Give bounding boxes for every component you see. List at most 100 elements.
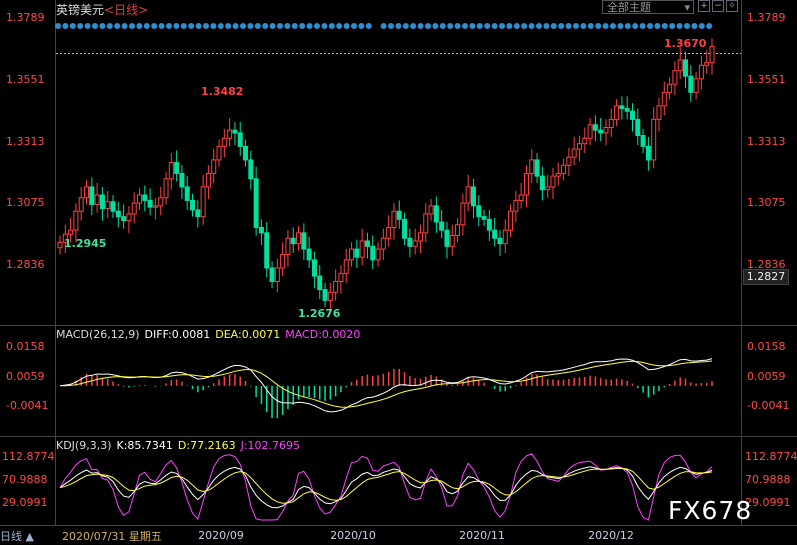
- event-dot: [365, 23, 372, 29]
- candle-body: [280, 253, 286, 269]
- j-line: [59, 453, 713, 521]
- candle-body: [402, 218, 408, 239]
- k-line: [59, 466, 713, 509]
- event-dot: [143, 23, 150, 29]
- event-dot: [92, 23, 98, 29]
- event-dots: [55, 23, 713, 29]
- event-dot: [240, 23, 246, 29]
- kdj-tick-right: 112.8774: [745, 450, 797, 463]
- candle-body: [492, 229, 498, 239]
- watermark-logo: FX678: [668, 496, 753, 525]
- chart-title[interactable]: 英镑美元<日线>: [56, 1, 148, 18]
- candle-body: [423, 213, 429, 234]
- event-dot: [647, 23, 653, 29]
- event-dot: [151, 23, 158, 29]
- timeframe-label[interactable]: <日线>: [104, 3, 149, 17]
- candle-body: [78, 197, 84, 212]
- event-dot: [225, 23, 232, 29]
- kdj-tick-left: 29.0991: [2, 496, 48, 509]
- event-dot: [499, 23, 505, 29]
- candle-body: [672, 70, 678, 85]
- candle-body: [635, 118, 641, 137]
- event-dot: [432, 23, 439, 29]
- event-dot: [580, 23, 587, 29]
- price-tick-left: 1.3551: [6, 73, 45, 86]
- macd-tick-right: 0.0059: [747, 370, 786, 383]
- event-dot: [129, 23, 135, 29]
- event-dot: [698, 23, 705, 29]
- cursor-date: 2020/07/31 星期五: [62, 530, 162, 543]
- event-dot: [706, 23, 713, 29]
- candle-body: [179, 172, 185, 188]
- event-dot: [506, 23, 513, 29]
- settings-icon[interactable]: ✧: [726, 0, 738, 12]
- candle-body: [704, 62, 710, 66]
- event-dot: [550, 23, 557, 29]
- zoom-in-icon[interactable]: +: [698, 0, 710, 12]
- candle-body: [285, 237, 291, 255]
- event-dot: [691, 23, 698, 29]
- event-dot: [469, 23, 476, 29]
- candle-body: [592, 124, 598, 131]
- event-dot: [402, 23, 409, 29]
- candle-body: [470, 186, 476, 207]
- x-axis-label: 2020/11: [459, 529, 505, 542]
- candle-body: [364, 240, 370, 247]
- x-axis-label: 2020/12: [588, 529, 634, 542]
- event-dot: [454, 23, 461, 29]
- event-dot: [684, 23, 690, 29]
- theme-dropdown[interactable]: 全部主题: [602, 0, 694, 15]
- candle-body: [142, 194, 148, 201]
- candle-body: [237, 132, 243, 147]
- event-dot: [661, 23, 668, 29]
- candle-body: [587, 124, 593, 139]
- event-dot: [513, 23, 520, 29]
- event-dot: [114, 23, 121, 29]
- d-line: [59, 467, 713, 504]
- candle-body: [306, 248, 312, 261]
- kdj-tick-left: 70.9888: [2, 473, 48, 486]
- candle-body: [211, 159, 217, 174]
- event-dot: [528, 23, 535, 29]
- kdj-tick-right: 29.0991: [745, 496, 791, 509]
- candle-body: [89, 186, 95, 205]
- candle-body: [561, 164, 567, 174]
- event-dot: [388, 23, 394, 29]
- candle-body: [640, 135, 646, 147]
- macd-tick-right: -0.0041: [747, 399, 789, 412]
- candle-body: [349, 248, 355, 261]
- price-tick-left: 1.2836: [6, 258, 45, 271]
- event-dot: [536, 23, 542, 29]
- period-label[interactable]: 日线 ▲: [0, 530, 34, 543]
- candle-body: [677, 59, 683, 72]
- event-dot: [632, 23, 639, 29]
- candle-body: [619, 105, 625, 110]
- candle-body: [195, 209, 201, 218]
- macd-value: MACD:0.0020: [285, 328, 361, 341]
- event-dot: [602, 23, 609, 29]
- kdj-tick-left: 112.8774: [2, 450, 55, 463]
- zoom-out-icon[interactable]: −: [712, 0, 724, 12]
- event-dot: [254, 23, 261, 29]
- event-dot: [158, 23, 165, 29]
- candle-body: [508, 210, 514, 231]
- event-dot: [476, 23, 483, 29]
- candle-body: [497, 237, 503, 245]
- candle-body: [412, 240, 418, 247]
- candle-body: [391, 210, 397, 228]
- event-dot: [284, 23, 291, 29]
- symbol-name: 英镑美元: [56, 3, 105, 17]
- candle-body: [439, 221, 445, 231]
- candle-body: [216, 145, 222, 161]
- candle-body: [688, 75, 694, 93]
- candle-body: [115, 210, 121, 218]
- macd-series: [59, 358, 713, 419]
- event-dot: [336, 23, 343, 29]
- candle-body: [396, 210, 402, 220]
- event-dot: [417, 23, 424, 29]
- candle-body: [126, 213, 132, 222]
- candle-body: [598, 129, 604, 134]
- candle-body: [190, 199, 196, 211]
- event-dot: [277, 23, 283, 29]
- candle-body: [386, 226, 392, 239]
